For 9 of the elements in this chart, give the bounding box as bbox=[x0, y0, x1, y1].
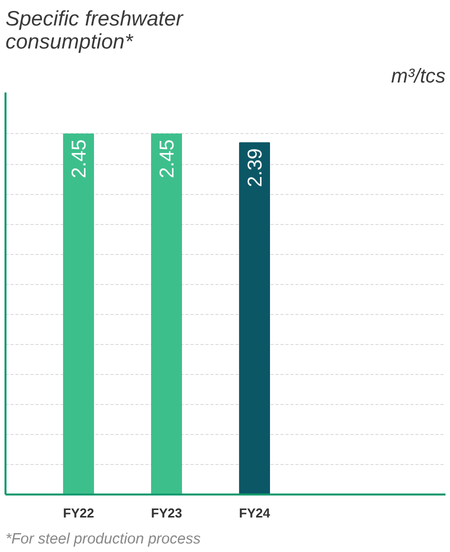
data-label: 2.45 bbox=[68, 139, 91, 178]
x-tick-label: FY23 bbox=[151, 506, 182, 520]
data-label: 2.39 bbox=[244, 148, 267, 188]
x-tick-label: FY24 bbox=[239, 506, 271, 520]
text: *For steel production process bbox=[6, 530, 202, 548]
text: m³/tcs bbox=[391, 66, 446, 88]
chart-title: Specific freshwater consumption* bbox=[6, 8, 184, 54]
x-tick-label: FY22 bbox=[63, 506, 94, 520]
data-label: 2.45 bbox=[156, 139, 179, 178]
